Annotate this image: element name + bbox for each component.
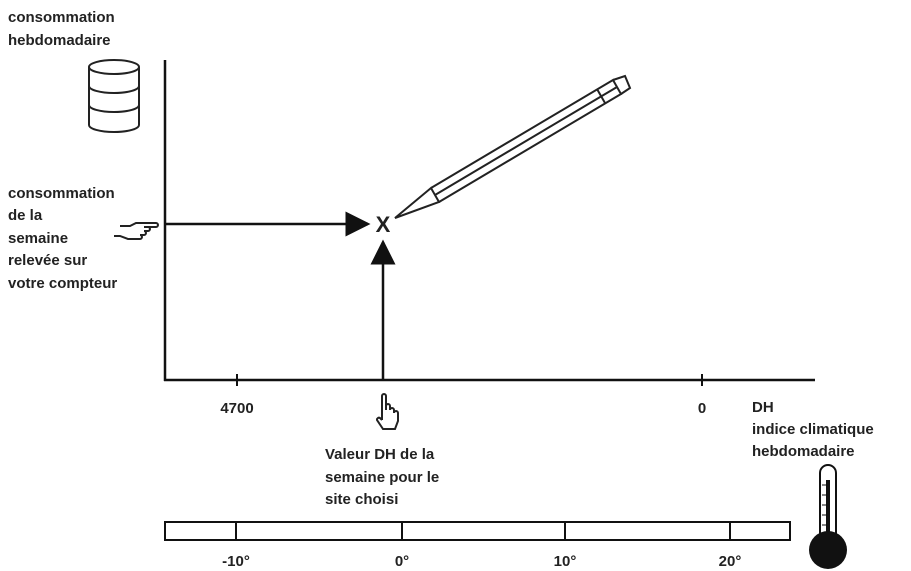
- point-marker: X: [376, 212, 391, 237]
- dh-tick-label: 4700: [220, 400, 253, 417]
- temperature-tick-label: -10°: [222, 553, 250, 570]
- x-axis-label: indice climatique: [752, 421, 874, 438]
- y-axis-label: consommation: [8, 9, 115, 26]
- pencil-icon: [394, 74, 632, 219]
- thermometer-icon: [809, 464, 847, 569]
- annotation: site choisi: [325, 491, 398, 508]
- reading-label: relevée sur: [8, 252, 87, 269]
- y-axis-label: hebdomadaire: [8, 32, 111, 49]
- reading-label: semaine: [8, 230, 68, 247]
- reading-label: consommation: [8, 185, 115, 202]
- temperature-bar: [164, 521, 791, 541]
- annotation: semaine pour le: [325, 469, 439, 486]
- database-icon: [88, 59, 140, 133]
- dh-tick-label: 0: [698, 400, 706, 417]
- x-axis-label: DH: [752, 399, 774, 416]
- temperature-tick-label: 20°: [719, 553, 742, 570]
- hand-up-icon: [376, 393, 399, 430]
- x-axis-label: hebdomadaire: [752, 443, 855, 460]
- reading-label: de la: [8, 207, 43, 224]
- temperature-tick-label: 0°: [395, 553, 409, 570]
- temperature-tick-label: 10°: [554, 553, 577, 570]
- annotation: Valeur DH de la: [325, 446, 435, 463]
- reading-label: votre compteur: [8, 275, 117, 292]
- hand-icon: [114, 222, 159, 240]
